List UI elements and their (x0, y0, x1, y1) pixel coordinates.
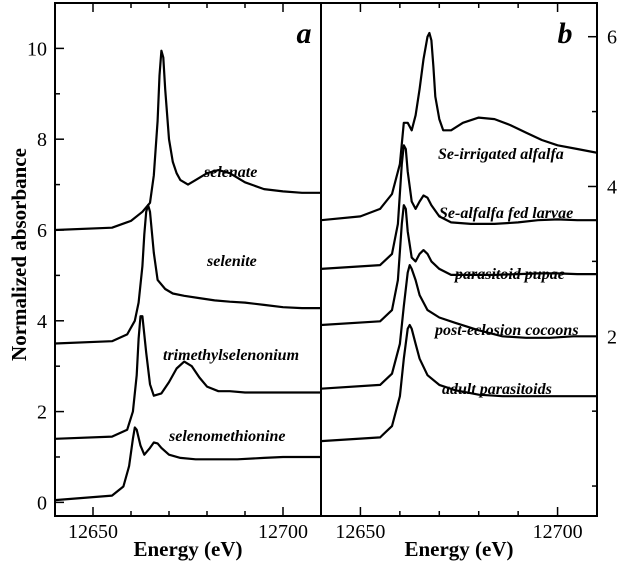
spectrum-parasitoid-pupae (321, 204, 597, 327)
x-axis-title-a: Energy (eV) (133, 537, 242, 561)
x-tick-label-12700: 12700 (258, 521, 308, 543)
y-tick-label-4: 4 (607, 176, 617, 198)
series-label-post-eclosion-cocoons: post-eclosion cocoons (433, 322, 579, 339)
series-label-selenate: selenate (203, 164, 257, 181)
y-axis-title: Normalized absorbance (7, 148, 31, 361)
panel-b: 12650 12700 2 4 6 Energy (eV) b Se-irrigated al… (320, 2, 617, 561)
spectrum-trimethylselenonium (55, 315, 321, 440)
spectrum-selenite (55, 203, 321, 345)
spectrum-post-eclosion-cocoons (321, 264, 597, 390)
series-label-parasitoid-pupae: parasitoid pupae (453, 266, 565, 283)
plot-frame-b (320, 2, 598, 517)
y-tick-label-6: 6 (37, 220, 47, 242)
series-label-se-alfalfa-fed-larvae: Se-alfalfa fed larvae (439, 205, 573, 222)
x-tick-label-12700: 12700 (533, 521, 583, 543)
x-axis-title-b: Energy (eV) (404, 537, 513, 561)
series-label-se-irrigated-alfalfa: Se-irrigated alfalfa (438, 146, 564, 163)
series-label-adult-parasitoids: adult parasitoids (442, 381, 552, 398)
spectrum-se-irrigated-alfalfa (321, 31, 597, 222)
panel-a: 12650 12700 0 2 4 6 8 10 Energy (eV) Normalized a… (7, 2, 322, 561)
y-tick-label-6: 6 (607, 27, 617, 49)
spectrum-adult-parasitoids (321, 323, 597, 443)
y-tick-label-10: 10 (27, 38, 47, 60)
spectrum-selenate (55, 49, 321, 232)
x-tick-label-12650: 12650 (68, 521, 118, 543)
y-tick-label-2: 2 (607, 326, 617, 348)
series-label-selenite: selenite (206, 253, 257, 270)
series-label-trimethylselenonium: trimethylselenonium (163, 347, 299, 364)
y-tick-label-0: 0 (37, 492, 47, 514)
y-tick-label-8: 8 (37, 129, 47, 151)
x-tick-label-12650: 12650 (335, 521, 385, 543)
series-label-selenomethionine: selenomethionine (168, 428, 285, 445)
spectrum-selenomethionine (55, 426, 321, 502)
panel-letter-a: a (297, 17, 312, 50)
spectrum-se-alfalfa-fed-larvae (321, 144, 597, 270)
y-tick-label-2: 2 (37, 402, 47, 424)
panel-letter-b: b (558, 17, 573, 50)
y-tick-label-4: 4 (37, 311, 47, 333)
